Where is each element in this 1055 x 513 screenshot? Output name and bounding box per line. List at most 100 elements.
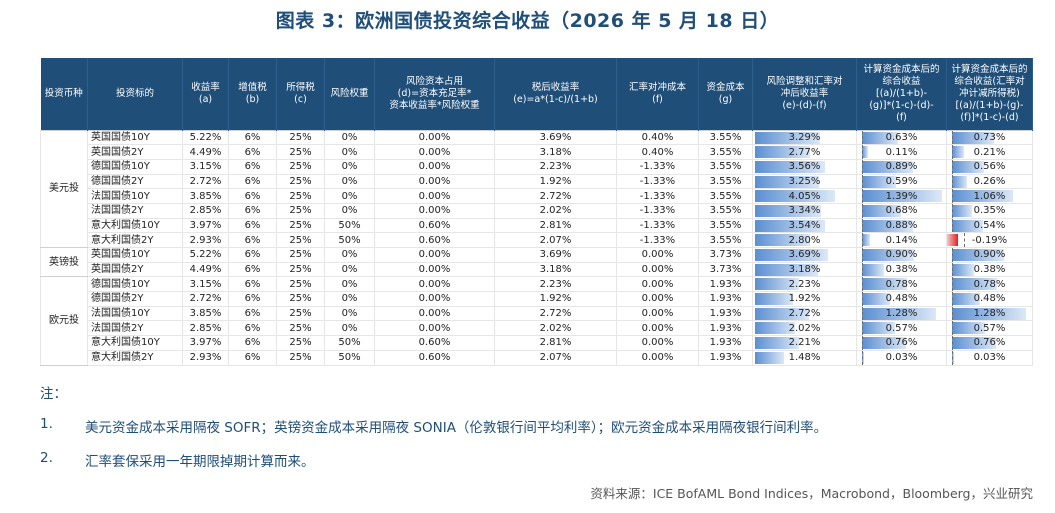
bond-name: 英国国债10Y: [87, 129, 183, 146]
table-row: 英国国债2Y 4.49% 6% 25% 0% 0.00% 3.18% 0.40% 3.55% 2.…: [41, 144, 1033, 160]
cell-w: 50%: [324, 218, 375, 234]
bond-name: 法国国债10Y: [87, 306, 183, 322]
cell-c: 25%: [276, 306, 325, 322]
bar-cell-h: 4.05%: [752, 188, 857, 204]
cell-w: 50%: [324, 350, 375, 366]
bar-axis: [952, 174, 953, 188]
bar-cell-i: 1.28%: [856, 306, 947, 322]
bond-name: 英国国债2Y: [87, 144, 183, 160]
bar-value: 3.54%: [788, 219, 821, 231]
table-row: 德国国债10Y 3.15% 6% 25% 0% 0.00% 2.23% -1.33% 3.55%…: [41, 159, 1033, 175]
currency-group-label: 欧元投: [40, 276, 88, 366]
data-bar: [952, 263, 974, 276]
cell-g: 3.55%: [698, 188, 753, 204]
cell-b: 6%: [228, 232, 277, 248]
bar-value: 3.18%: [788, 264, 821, 276]
bar-value: 0.90%: [885, 249, 918, 261]
cell-e: 2.02%: [494, 320, 617, 337]
cell-g: 3.55%: [698, 174, 753, 190]
bar-axis: [862, 174, 863, 188]
cell-a: 2.85%: [182, 203, 229, 219]
cell-w: 0%: [324, 144, 375, 160]
note-item-2: 2. 汇率套保采用一年期限掉期计算而来。: [40, 450, 827, 470]
table-row: 英国国债2Y 4.49% 6% 25% 0% 0.00% 3.18% 0.00% 3.73% 3.…: [41, 262, 1033, 278]
bar-axis: [952, 189, 953, 203]
data-bar: [755, 190, 835, 203]
cell-a: 4.49%: [182, 144, 229, 160]
cell-f: -1.33%: [616, 174, 699, 190]
table-row: 法国国债2Y 2.85% 6% 25% 0% 0.00% 2.02% 0.00% 1.93% 2.…: [41, 320, 1033, 337]
cell-c: 25%: [276, 232, 325, 248]
note-text: 美元资金成本采用隔夜 SOFR；英镑资金成本采用隔夜 SONIA（伦敦银行间平均…: [85, 420, 828, 436]
bar-axis: [862, 321, 863, 335]
bar-cell-h: 2.80%: [752, 232, 857, 248]
cell-a: 5.22%: [182, 247, 229, 263]
data-bar: [755, 175, 820, 188]
data-bar: [952, 322, 985, 335]
bar-axis: [862, 145, 863, 159]
bar-cell-h: 1.48%: [752, 350, 857, 366]
data-bar: [952, 278, 998, 291]
bar-value: 0.56%: [973, 161, 1006, 173]
cell-d: 0.00%: [374, 144, 495, 160]
cell-w: 0%: [324, 188, 375, 204]
bar-axis: [862, 262, 863, 276]
data-bar: [862, 160, 914, 173]
cell-g: 1.93%: [698, 306, 753, 322]
cell-b: 6%: [228, 188, 277, 204]
cell-b: 6%: [228, 320, 277, 337]
bar-cell-h: 1.92%: [752, 291, 857, 307]
cell-w: 0%: [324, 320, 375, 337]
bar-axis: [952, 159, 953, 174]
cell-e: 2.02%: [494, 203, 617, 219]
bar-axis: [862, 189, 863, 203]
bar-value: 0.88%: [885, 219, 918, 231]
data-bar: [755, 131, 820, 144]
bar-axis: [862, 336, 863, 350]
cell-f: 0.00%: [616, 306, 699, 322]
column-header: 计算资金成本后的 综合收益 [(a)/(1+b)- (g)]*(1-c)-(d)…: [856, 58, 947, 130]
cell-a: 3.85%: [182, 306, 229, 322]
bond-name: 法国国债10Y: [87, 188, 183, 204]
cell-a: 2.72%: [182, 174, 229, 190]
cell-f: -1.33%: [616, 203, 699, 219]
cell-b: 6%: [228, 291, 277, 307]
column-header: 收益率 (a): [182, 58, 229, 130]
bar-cell-j: 1.06%: [946, 188, 1033, 204]
cell-g: 1.93%: [698, 291, 753, 307]
bar-value: -0.19%: [971, 234, 1008, 246]
bar-cell-j: 0.35%: [946, 203, 1033, 219]
bar-cell-i: 0.90%: [856, 247, 947, 263]
bar-value: 0.38%: [885, 264, 918, 276]
cell-f: 0.00%: [616, 320, 699, 337]
cell-f: -1.33%: [616, 159, 699, 175]
cell-c: 25%: [276, 291, 325, 307]
table-row: 法国国债10Y 3.85% 6% 25% 0% 0.00% 2.72% -1.33% 3.55%…: [41, 188, 1033, 204]
data-bar: [862, 307, 936, 320]
cell-e: 3.69%: [494, 129, 617, 146]
bar-axis: [952, 292, 953, 306]
bar-cell-j: 0.54%: [946, 218, 1033, 234]
cell-e: 2.07%: [494, 232, 617, 248]
column-header: 增值税 (b): [228, 58, 277, 130]
bar-value: 0.26%: [973, 175, 1006, 187]
bar-value: 3.69%: [788, 249, 821, 261]
cell-a: 4.49%: [182, 262, 229, 278]
cell-e: 1.92%: [494, 291, 617, 307]
bar-value: 2.02%: [788, 322, 821, 334]
bar-axis: [952, 277, 953, 291]
bar-axis: [952, 350, 953, 365]
bar-value: 4.05%: [788, 190, 821, 202]
bar-value: 0.57%: [973, 322, 1006, 334]
table-body: 美元投 英国国债10Y 5.22% 6% 25% 0% 0.00% 3.69% 0.40% 3.5…: [40, 129, 1033, 366]
bond-name: 法国国债2Y: [87, 320, 183, 337]
bar-value: 3.34%: [788, 205, 821, 217]
bar-cell-h: 2.23%: [752, 276, 857, 293]
data-bar: [862, 131, 899, 144]
cell-d: 0.00%: [374, 129, 495, 146]
bar-axis: [862, 277, 863, 291]
bar-cell-j: 0.21%: [946, 144, 1033, 160]
cell-w: 50%: [324, 335, 375, 351]
bar-cell-i: 0.78%: [856, 276, 947, 293]
cell-w: 0%: [324, 247, 375, 263]
